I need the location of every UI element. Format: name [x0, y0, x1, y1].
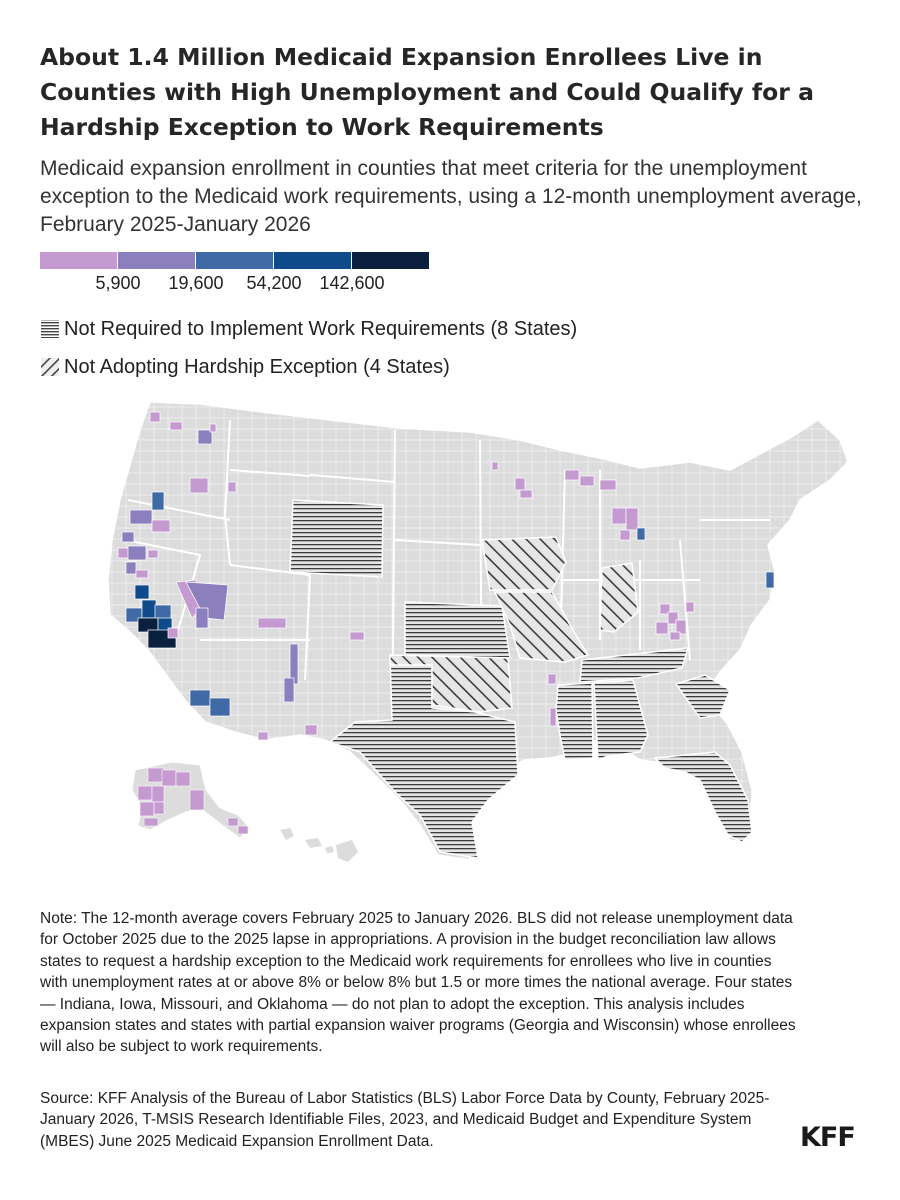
legend-swatch-2	[118, 252, 195, 269]
state-florida	[653, 751, 753, 843]
state-alabama	[593, 679, 649, 762]
chart-title: About 1.4 Million Medicaid Expansion Enr…	[40, 43, 814, 141]
hawaii	[280, 828, 358, 862]
qualifying-counties	[117, 411, 775, 741]
legend-not-adopting-label: Not Adopting Hardship Exception (4 State…	[64, 355, 450, 378]
state-tennessee	[579, 647, 690, 683]
legend-swatch-4	[274, 252, 351, 269]
us-county-map	[107, 401, 849, 862]
legend-tick-3: 54,200	[246, 273, 302, 293]
kff-logo: KFF	[800, 1122, 856, 1153]
horizontal-lines-icon	[41, 320, 59, 338]
state-kansas	[404, 601, 511, 659]
state-texas	[328, 655, 519, 859]
color-legend	[40, 252, 430, 269]
legend-tick-2: 19,600	[168, 273, 224, 293]
diagonal-lines-icon	[41, 358, 59, 376]
legend-not-required: Not Required to Implement Work Requireme…	[40, 316, 577, 342]
legend-tick-1: 5,900	[95, 273, 141, 293]
legend-not-required-label: Not Required to Implement Work Requireme…	[64, 317, 578, 340]
legend-swatch-5	[352, 252, 429, 269]
state-south-carolina	[674, 674, 731, 719]
state-oklahoma	[389, 654, 513, 713]
legend-swatch-3	[196, 252, 273, 269]
legend-ticks: 5,900 19,600 54,200 142,600	[40, 273, 440, 299]
legend-swatch-1	[40, 252, 117, 269]
state-indiana	[599, 562, 639, 633]
source-text: Source: KFF Analysis of the Bureau of La…	[40, 1090, 770, 1150]
chart-subtitle: Medicaid expansion enrollment in countie…	[40, 157, 862, 236]
legend-not-adopting: Not Adopting Hardship Exception (4 State…	[40, 354, 450, 380]
state-missouri	[493, 591, 590, 663]
not-adopting-states	[389, 536, 639, 713]
legend-tick-4: 142,600	[319, 273, 385, 293]
note-text: Note: The 12-month average covers Februa…	[40, 910, 796, 1056]
state-iowa	[481, 536, 567, 591]
state-wyoming	[289, 499, 384, 578]
alaska	[131, 761, 251, 839]
not-required-states	[289, 499, 753, 859]
